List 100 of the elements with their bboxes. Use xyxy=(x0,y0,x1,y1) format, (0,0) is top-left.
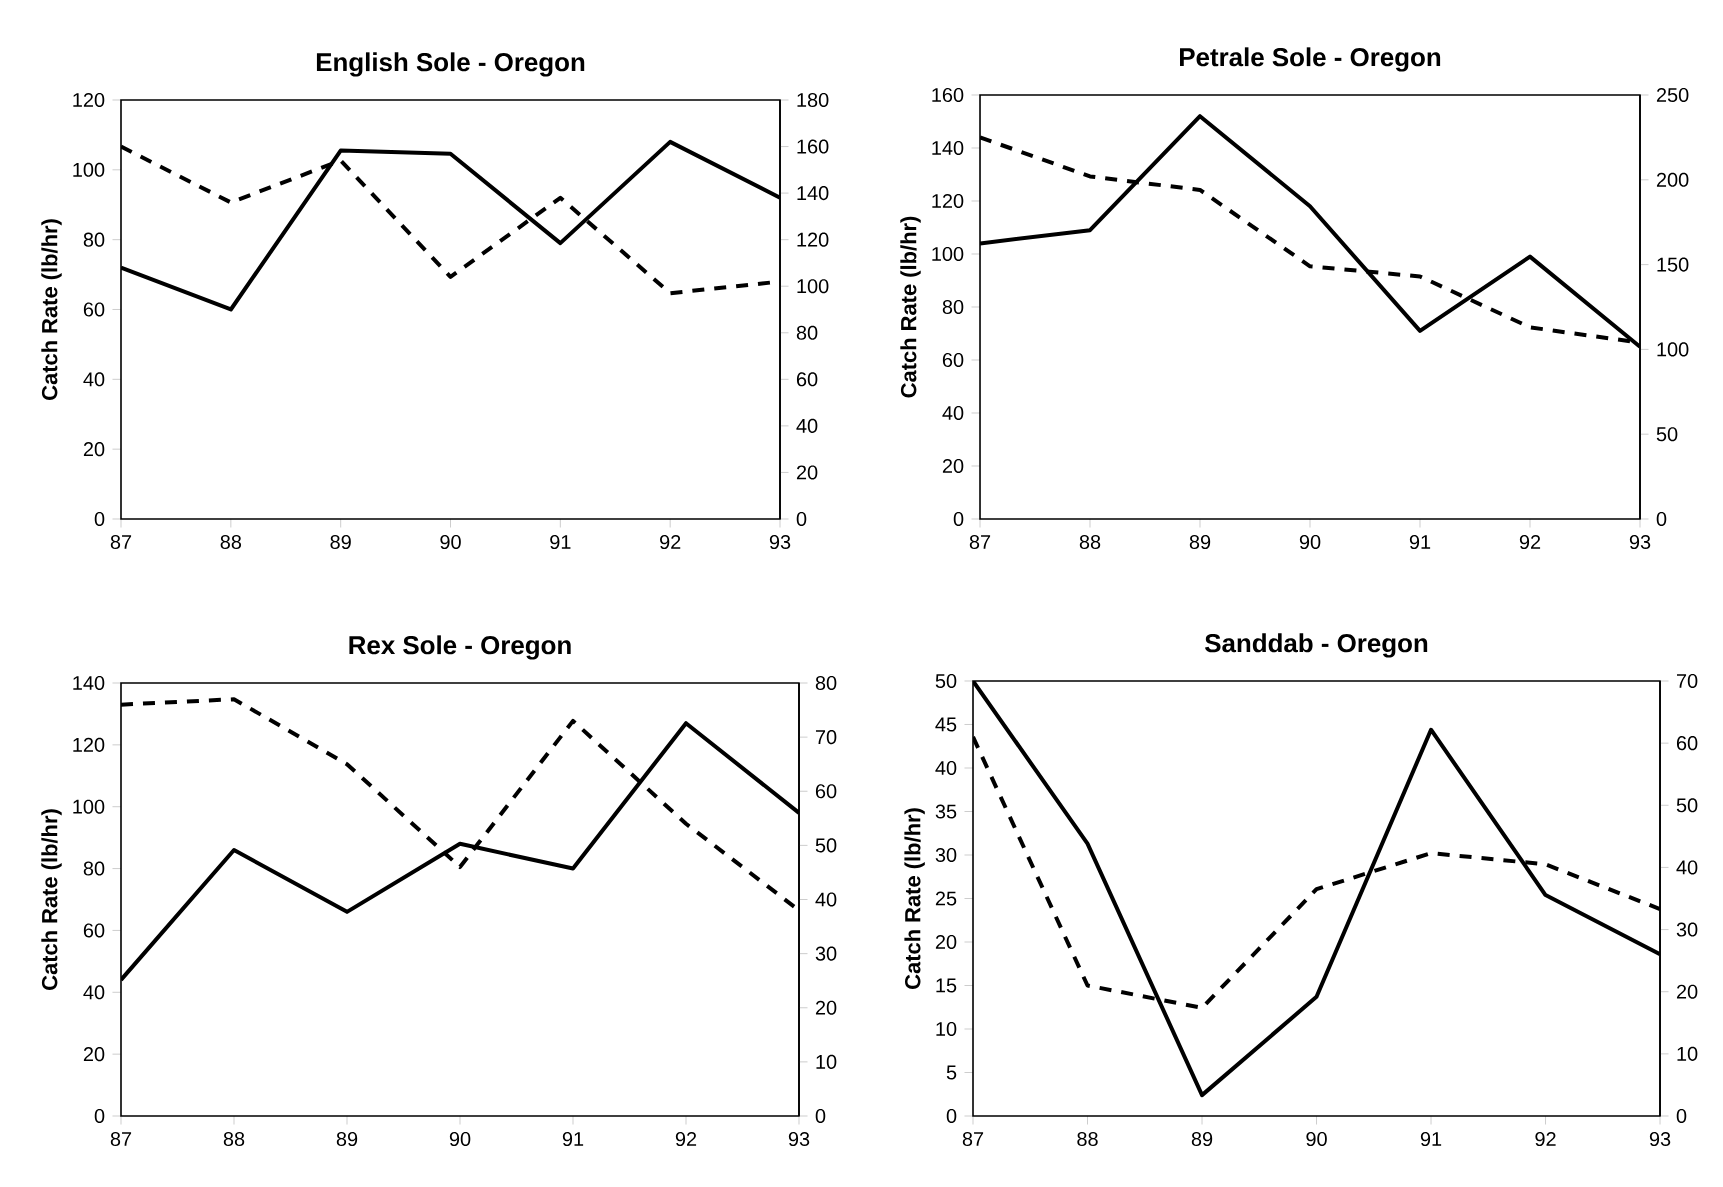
y-tick-label: 0 xyxy=(953,511,964,527)
y-tick-label: 0 xyxy=(946,1108,957,1124)
x-tick-label: 93 xyxy=(788,1131,810,1147)
y-tick-label: 20 xyxy=(935,934,957,950)
y2-tick-label: 120 xyxy=(797,232,829,247)
y2-tick-label: 50 xyxy=(1676,798,1698,813)
x-tick-label: 92 xyxy=(1535,1131,1556,1147)
x-tick-label: 91 xyxy=(1420,1131,1442,1147)
y-tick-label: 40 xyxy=(83,985,105,1000)
y2-tick-label: 250 xyxy=(1656,87,1689,103)
y2-tick-label: 70 xyxy=(815,730,837,745)
y-tick-label: 80 xyxy=(83,861,105,876)
y-tick-label: 120 xyxy=(73,737,105,752)
y-tick-label: 0 xyxy=(94,1108,105,1124)
x-tick-label: 92 xyxy=(660,534,681,550)
y2-tick-label: 30 xyxy=(815,946,837,961)
x-tick-label: 91 xyxy=(562,1131,584,1147)
y-axis-title: Catch Rate (lb/hr) xyxy=(904,808,925,989)
y2-tick-label: 20 xyxy=(815,1000,837,1015)
y-tick-label: 5 xyxy=(946,1065,957,1080)
x-tick-label: 88 xyxy=(1079,534,1101,550)
y-tick-label: 50 xyxy=(935,673,957,689)
y2-tick-label: 0 xyxy=(796,511,807,527)
y-tick-label: 80 xyxy=(942,299,964,315)
y-axis-title: Catch Rate (lb/hr) xyxy=(41,809,62,990)
y2-tick-label: 40 xyxy=(815,892,837,907)
chart-title: Sanddab - Oregon xyxy=(1205,633,1428,658)
y2-tick-label: 40 xyxy=(1676,860,1698,875)
y2-tick-label: 40 xyxy=(796,418,818,433)
y2-tick-label: 10 xyxy=(1677,1046,1698,1061)
y-tick-label: 80 xyxy=(83,232,105,247)
y2-tick-label: 0 xyxy=(1656,511,1667,527)
y-tick-label: 60 xyxy=(83,923,105,938)
y-tick-label: 20 xyxy=(83,1047,105,1062)
x-tick-label: 87 xyxy=(110,1131,132,1147)
y2-tick-label: 50 xyxy=(815,838,837,853)
y-tick-label: 60 xyxy=(942,352,964,368)
y-tick-label: 20 xyxy=(942,458,964,474)
y2-tick-label: 0 xyxy=(815,1108,826,1124)
y2-tick-label: 20 xyxy=(1676,984,1698,999)
y-tick-label: 140 xyxy=(73,675,105,691)
y2-tick-label: 60 xyxy=(815,784,837,799)
x-tick-label: 92 xyxy=(675,1131,697,1147)
y-tick-label: 100 xyxy=(932,246,964,262)
y2-tick-label: 30 xyxy=(1676,922,1698,937)
x-tick-label: 89 xyxy=(1189,534,1211,550)
x-tick-label: 90 xyxy=(1306,1131,1327,1147)
y2-tick-label: 100 xyxy=(1657,342,1689,357)
x-tick-label: 87 xyxy=(962,1131,984,1147)
y-tick-label: 40 xyxy=(942,405,964,421)
y2-tick-label: 180 xyxy=(797,92,829,108)
x-tick-label: 93 xyxy=(1649,1131,1671,1147)
x-tick-label: 91 xyxy=(1409,534,1431,550)
y2-tick-label: 100 xyxy=(797,279,829,294)
x-tick-label: 88 xyxy=(1077,1131,1098,1147)
y-tick-label: 0 xyxy=(94,511,105,527)
y2-tick-label: 10 xyxy=(816,1054,837,1069)
y-tick-label: 25 xyxy=(935,891,957,906)
y-axis-title: Catch Rate (lb/hr) xyxy=(41,219,62,400)
y-tick-label: 35 xyxy=(935,804,957,819)
y2-tick-label: 20 xyxy=(796,465,818,480)
y-tick-label: 120 xyxy=(932,193,964,209)
y2-tick-label: 150 xyxy=(1657,257,1689,272)
x-tick-label: 87 xyxy=(110,534,132,550)
chart-title: English Sole - Oregon xyxy=(316,52,585,77)
y-tick-label: 60 xyxy=(83,302,105,317)
y2-tick-label: 0 xyxy=(1676,1108,1687,1124)
y2-tick-label: 80 xyxy=(815,675,837,691)
y2-tick-label: 60 xyxy=(1676,736,1698,751)
chart-title: Rex Sole - Oregon xyxy=(349,635,571,660)
x-tick-label: 89 xyxy=(330,534,351,550)
y2-tick-label: 140 xyxy=(797,186,829,201)
y2-tick-label: 60 xyxy=(796,372,818,387)
y-axis-title: Catch Rate (lb/hr) xyxy=(900,216,921,398)
y2-tick-label: 50 xyxy=(1656,427,1678,442)
y2-tick-label: 160 xyxy=(797,139,829,154)
y-tick-label: 10 xyxy=(936,1021,957,1037)
y-tick-label: 120 xyxy=(73,92,105,108)
y-tick-label: 100 xyxy=(73,162,105,177)
x-tick-label: 88 xyxy=(220,534,242,550)
y2-tick-label: 200 xyxy=(1656,172,1689,187)
y-tick-label: 160 xyxy=(932,87,964,103)
y-tick-label: 140 xyxy=(932,140,964,156)
y-tick-label: 45 xyxy=(935,717,957,732)
x-tick-label: 90 xyxy=(449,1131,471,1147)
x-tick-label: 90 xyxy=(1299,534,1321,550)
x-tick-label: 89 xyxy=(1191,1131,1213,1147)
y-tick-label: 100 xyxy=(73,799,105,814)
y-tick-label: 40 xyxy=(935,760,957,776)
y-tick-label: 40 xyxy=(83,372,105,387)
x-tick-label: 89 xyxy=(336,1131,358,1147)
x-tick-label: 93 xyxy=(769,534,791,550)
x-tick-label: 93 xyxy=(1629,534,1651,550)
x-tick-label: 87 xyxy=(969,534,991,550)
chart-title: Petrale Sole - Oregon xyxy=(1180,47,1441,72)
y2-tick-label: 70 xyxy=(1677,673,1698,689)
x-tick-label: 91 xyxy=(550,534,571,550)
y-tick-label: 20 xyxy=(83,442,105,457)
y2-tick-label: 80 xyxy=(796,325,818,340)
y-tick-label: 15 xyxy=(936,978,957,993)
